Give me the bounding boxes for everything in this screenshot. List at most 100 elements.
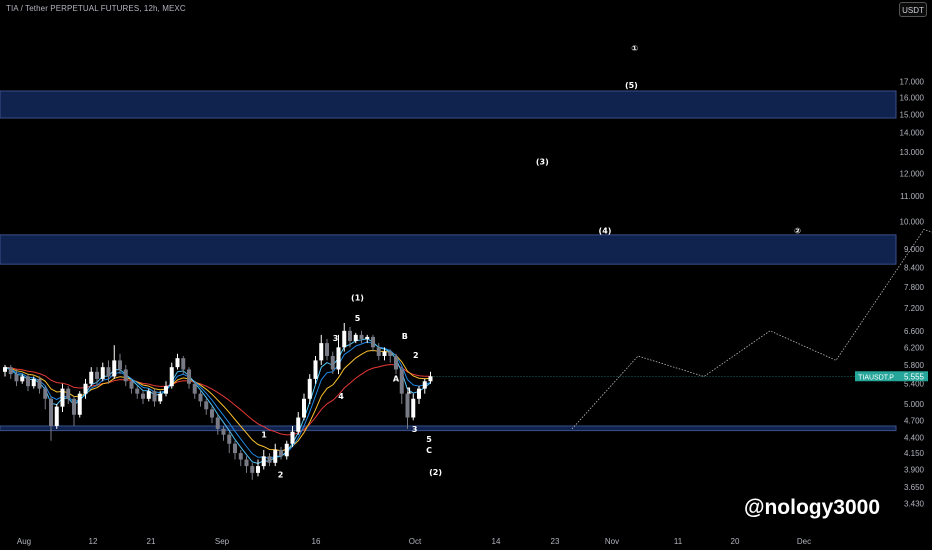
wave-label: C: [426, 446, 432, 455]
price-tick-label: 14.000: [900, 129, 925, 138]
candle-body: [405, 393, 410, 418]
candle-body: [20, 376, 25, 382]
wave-label: (2): [429, 468, 442, 477]
candle-body: [382, 351, 387, 356]
candle-body: [399, 369, 404, 394]
candle-body: [221, 428, 226, 435]
candle-body: [43, 388, 48, 399]
wave-label: (3): [536, 158, 549, 167]
candle-body: [273, 449, 278, 463]
candle-body: [198, 393, 203, 402]
wave-label: 5: [355, 314, 361, 323]
candle-body: [302, 398, 306, 418]
wave-label: (1): [351, 294, 364, 303]
candle-body: [192, 383, 197, 394]
candle-body: [250, 466, 255, 473]
time-tick-label: 11: [674, 537, 683, 546]
price-tick-label: 4.400: [904, 434, 925, 443]
price-tick-label: 3.650: [904, 483, 925, 492]
candle-body: [359, 334, 364, 339]
time-tick-label: Dec: [797, 537, 811, 546]
candle-body: [60, 388, 65, 407]
wave-label: ②: [794, 226, 801, 235]
candle-body: [204, 401, 209, 410]
candle-body: [353, 334, 358, 342]
candle-body: [3, 367, 7, 372]
candle-body: [72, 398, 76, 415]
wave-label: 5: [426, 435, 432, 444]
candle-body: [365, 336, 370, 339]
price-tick-label: 11.000: [900, 192, 924, 201]
candle-body: [422, 381, 427, 389]
candle-body: [95, 371, 99, 379]
candle-body: [411, 398, 416, 418]
time-tick-label: 12: [89, 537, 98, 546]
symbol-title[interactable]: TIA / Tether PERPETUAL FUTURES, 12h, MEX…: [6, 4, 186, 13]
price-tick-label: 9.000: [904, 245, 925, 254]
ema-red-line: [4, 363, 431, 436]
candle-body: [394, 355, 398, 370]
candle-body: [284, 443, 289, 457]
candle-body: [31, 378, 36, 387]
wave-label: 2: [278, 471, 284, 480]
price-tick-label: 17.000: [900, 78, 925, 87]
price-tick-label: 4.700: [904, 416, 925, 425]
candle-body: [371, 336, 375, 348]
candle-body: [54, 406, 59, 426]
candle-body: [77, 393, 82, 415]
candle-body: [233, 443, 237, 454]
time-tick-label: 21: [147, 537, 156, 546]
candle-body: [141, 393, 145, 399]
candle-body: [129, 381, 134, 389]
candle-body: [376, 347, 381, 356]
time-tick-label: Oct: [409, 537, 422, 546]
price-tick-label: 7.200: [904, 304, 925, 313]
price-tick-label: 5.400: [904, 380, 925, 389]
symbol-tag-label: TIAUSDT.P: [858, 374, 894, 381]
wave-label: 1: [406, 387, 412, 396]
candle-body: [37, 378, 42, 389]
candle-body: [348, 330, 352, 342]
wave-label: (4): [599, 226, 612, 235]
wave-label: 4: [338, 392, 344, 401]
wave-label: (5): [625, 81, 638, 90]
currency-button[interactable]: USDT: [899, 2, 927, 17]
candle-body: [181, 358, 186, 370]
candle-body: [319, 343, 324, 361]
time-tick-label: 20: [731, 537, 740, 546]
candle-body: [49, 398, 53, 426]
price-tick-label: 7.800: [904, 283, 925, 292]
candle-body: [330, 355, 335, 370]
candle-body: [290, 431, 295, 444]
price-tick-label: 10.000: [900, 217, 925, 226]
time-tick-label: Sep: [215, 537, 230, 546]
candle-body: [164, 386, 168, 394]
candle-body: [256, 466, 260, 473]
time-tick-label: 23: [551, 537, 560, 546]
time-tick-label: Nov: [605, 537, 619, 546]
support-zone-2: [0, 425, 897, 432]
candle-body: [100, 367, 105, 379]
candle-body: [14, 374, 19, 382]
price-tick-label: 5.000: [904, 400, 925, 409]
candle-body: [106, 367, 111, 377]
candle-body: [26, 376, 30, 387]
price-tick-label: 5.800: [904, 361, 925, 370]
price-tick-label: 16.000: [900, 94, 925, 103]
candle-body: [261, 456, 266, 467]
price-tag-label: 5.555: [904, 372, 925, 381]
symbol-tag: [855, 371, 897, 382]
price-tag: [897, 371, 928, 382]
wave-projection-path: [571, 228, 932, 430]
price-tick-label: 13.000: [900, 148, 925, 157]
candle-body: [296, 417, 301, 432]
candle-body: [307, 378, 312, 399]
wave-label: 1: [261, 431, 267, 440]
candle-body: [325, 343, 329, 356]
wave-label: 2: [413, 351, 419, 360]
candle-body: [112, 360, 117, 377]
time-tick-label: 14: [492, 537, 501, 546]
candle-body: [342, 330, 347, 348]
candle-body: [123, 369, 128, 382]
